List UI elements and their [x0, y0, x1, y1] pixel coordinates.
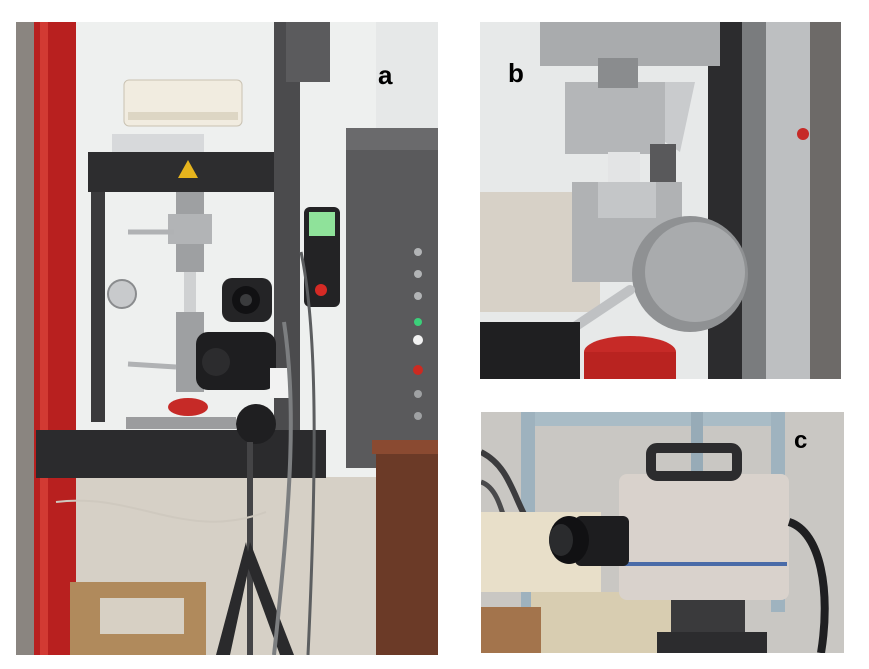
panel-label-b: b — [508, 58, 524, 88]
photo-panel-b: b — [480, 22, 841, 379]
photo-panel-c: c — [481, 412, 844, 653]
high-speed-camera-photo — [481, 412, 844, 653]
grips-closeup-photo — [480, 22, 841, 379]
photo-panel-a: a — [16, 22, 438, 655]
panel-label-a: a — [378, 60, 393, 90]
testing-machine-photo — [16, 22, 438, 655]
panel-label-c: c — [794, 427, 808, 454]
